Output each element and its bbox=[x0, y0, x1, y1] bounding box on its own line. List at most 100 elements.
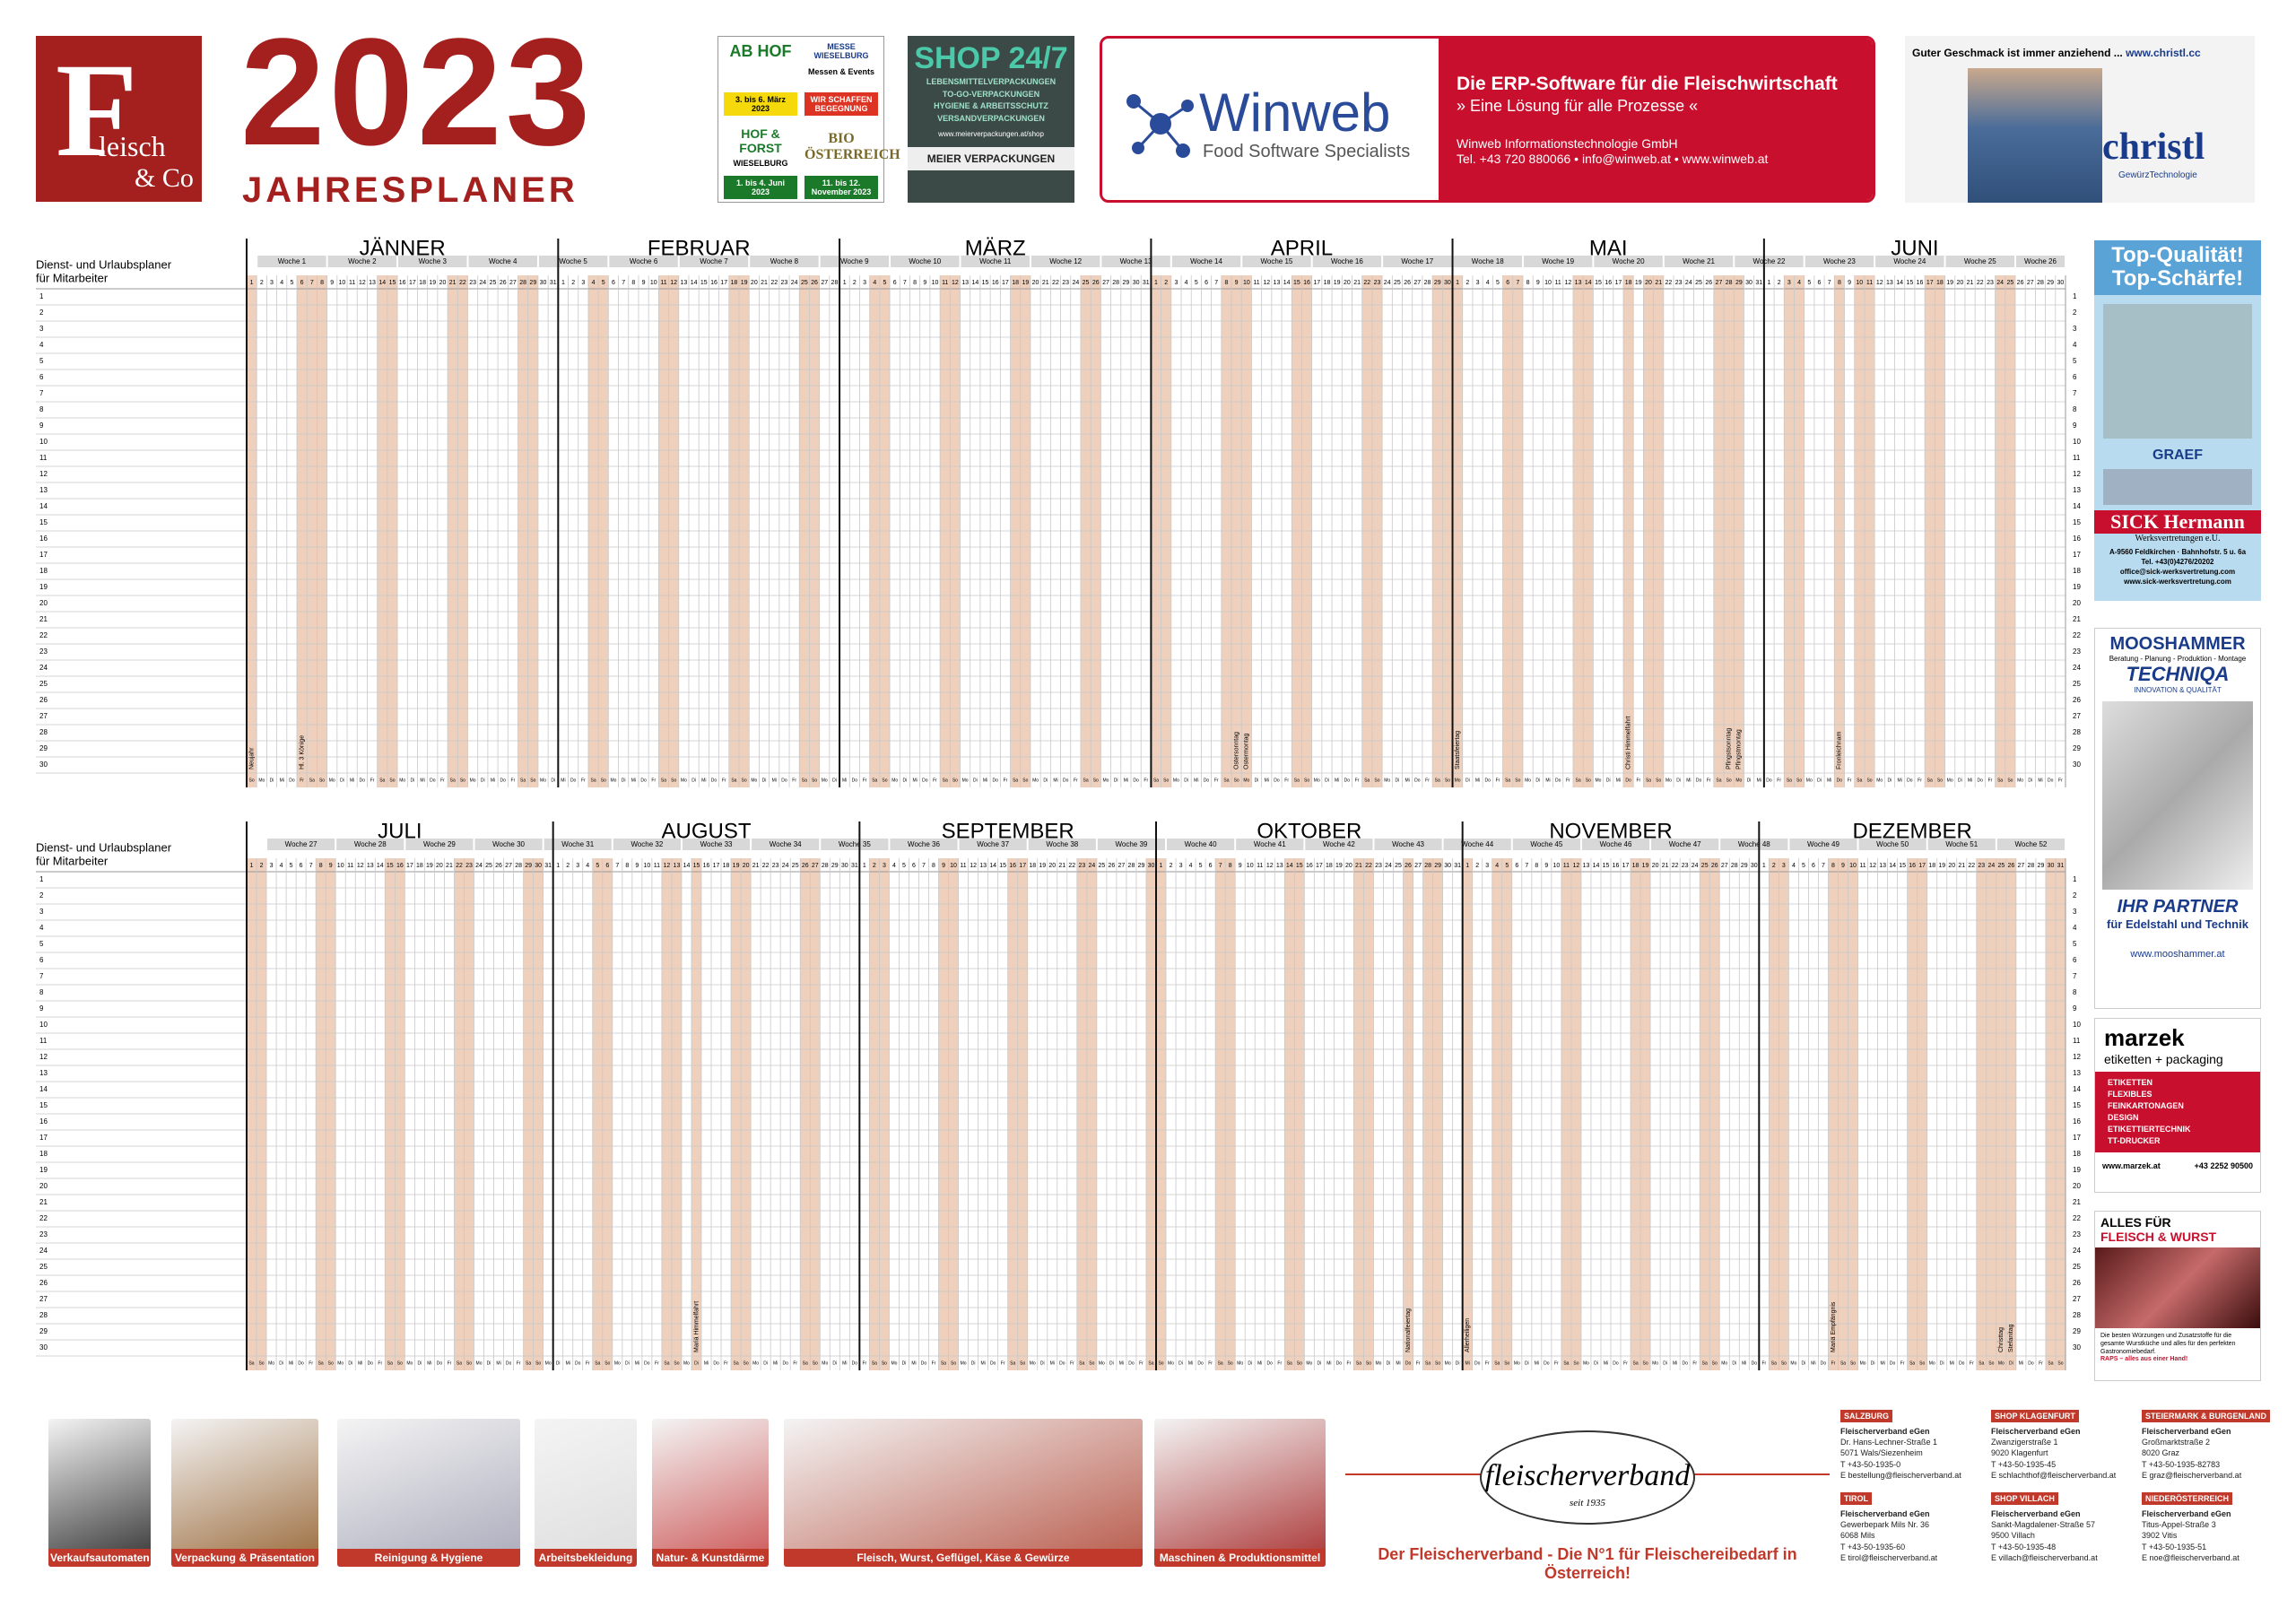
week-label: Woche 36 bbox=[908, 840, 940, 848]
row-label: Dienst- und Urlaubsplaner bbox=[36, 257, 172, 271]
slogan: Guter Geschmack ist immer anziehend ... bbox=[1912, 47, 2123, 59]
day-number: 6 bbox=[1506, 280, 1509, 286]
row-label: für Mitarbeiter bbox=[36, 271, 109, 284]
day-number: 22 bbox=[456, 863, 463, 869]
row-label: für Mitarbeiter bbox=[36, 854, 109, 867]
week-cell bbox=[959, 839, 1027, 850]
day-number: 15 bbox=[700, 280, 708, 286]
weekend-column bbox=[385, 858, 396, 1370]
weekday: Do bbox=[644, 1360, 650, 1366]
weekday: So bbox=[258, 1360, 264, 1366]
weekday: Fr bbox=[1554, 1360, 1559, 1366]
day-number: 29 bbox=[1434, 280, 1441, 286]
weekday: Di bbox=[556, 1360, 561, 1366]
day-number: 30 bbox=[1133, 280, 1140, 286]
weekday: Di bbox=[1802, 1360, 1806, 1366]
contact-line: Fleischerverband eGen bbox=[1840, 1427, 1930, 1437]
weekday: Mo bbox=[1455, 778, 1461, 783]
day-number: 21 bbox=[761, 280, 768, 286]
weekday: Di bbox=[625, 1360, 630, 1366]
day-number: 17 bbox=[1918, 863, 1926, 869]
week-label: Woche 25 bbox=[1964, 257, 1996, 265]
day-number: 12 bbox=[1266, 863, 1274, 869]
contact-line: T +43-50-1935-60 bbox=[1840, 1542, 1906, 1552]
weekday: Mi bbox=[1475, 778, 1480, 783]
row-number: 18 bbox=[39, 567, 48, 575]
subtitle: JAHRESPLANER bbox=[242, 170, 578, 210]
day-number: 3 bbox=[1787, 280, 1791, 286]
day-number: 9 bbox=[1841, 863, 1845, 869]
weekday: Fr bbox=[1636, 778, 1640, 783]
list-item: ETIKETTIERTECHNIK bbox=[2108, 1125, 2191, 1134]
day-number: 20 bbox=[439, 280, 447, 286]
contact-line: Fleischerverband eGen bbox=[1840, 1509, 1930, 1519]
day-number: 3 bbox=[1485, 863, 1489, 869]
weekday: Do bbox=[1133, 778, 1139, 783]
row-number: 29 bbox=[39, 744, 48, 752]
weekend-column bbox=[1917, 858, 1927, 1370]
product-tile: Fleisch, Wurst, Geflügel, Käse & Gewürze bbox=[784, 1419, 1143, 1567]
list-item: www.sick-werksvertretung.com bbox=[2124, 578, 2231, 587]
day-number: 2 bbox=[1164, 280, 1168, 286]
weekday: Mi bbox=[1396, 1360, 1400, 1366]
weekday: Do bbox=[368, 1360, 374, 1366]
weekday: Do bbox=[1059, 1360, 1065, 1366]
weekday: Sa bbox=[664, 1360, 669, 1366]
weekend-column bbox=[869, 858, 880, 1370]
day-number: 19 bbox=[1039, 863, 1046, 869]
week-cell bbox=[1720, 839, 1788, 850]
day-number: 26 bbox=[1109, 863, 1116, 869]
row-number: 9 bbox=[2073, 422, 2077, 430]
row-number: 13 bbox=[2073, 1069, 2081, 1077]
weekend-column bbox=[1292, 275, 1302, 787]
christl-url: www.christl.cc bbox=[2126, 47, 2201, 59]
day-number: 3 bbox=[1476, 280, 1480, 286]
weekday: Mi bbox=[980, 1360, 985, 1366]
week-label: Woche 2 bbox=[348, 257, 377, 265]
weekday: Sa bbox=[1148, 1360, 1153, 1366]
day-number: 27 bbox=[1102, 280, 1109, 286]
day-number: 10 bbox=[1247, 863, 1254, 869]
day-number: 28 bbox=[519, 280, 526, 286]
day-number: 20 bbox=[436, 863, 443, 869]
holiday-label: Nationalfeiertag bbox=[1405, 1308, 1412, 1352]
contact-block: SALZBURG Fleischerverband eGen Dr. Hans-Le… bbox=[1840, 1410, 1984, 1481]
row-number: 15 bbox=[39, 1101, 48, 1109]
day-number: 7 bbox=[310, 280, 314, 286]
day-number: 4 bbox=[1797, 280, 1801, 286]
weekday: Do bbox=[575, 1360, 581, 1366]
weekday: Di bbox=[832, 778, 837, 783]
weekday: So bbox=[1022, 778, 1028, 783]
day-number: 14 bbox=[989, 863, 996, 869]
day-number: 2 bbox=[1465, 280, 1469, 286]
day-number: 22 bbox=[1672, 863, 1679, 869]
weekend-column bbox=[1631, 858, 1641, 1370]
row-number: 19 bbox=[39, 583, 48, 591]
sick-brand: SICK Hermann bbox=[2094, 509, 2261, 534]
row-number: 24 bbox=[39, 664, 48, 672]
contact-line: E bestellung@fleischerverband.at bbox=[1840, 1470, 1961, 1480]
day-number: 24 bbox=[475, 863, 483, 869]
day-number: 29 bbox=[529, 280, 536, 286]
weekday: Di bbox=[763, 1360, 768, 1366]
day-number: 11 bbox=[349, 280, 355, 286]
row-number: 11 bbox=[39, 454, 48, 462]
weekday: Fr bbox=[440, 778, 445, 783]
row-number: 20 bbox=[39, 1182, 48, 1190]
weekday: Mi bbox=[1119, 1360, 1124, 1366]
row-number: 25 bbox=[39, 680, 48, 688]
week-label: Woche 8 bbox=[770, 257, 799, 265]
weekday: So bbox=[1850, 1360, 1856, 1366]
weekend-column bbox=[940, 275, 951, 787]
shop-items: LEBENSMITTELVERPACKUNGEN TO-GO-VERPACKUNG… bbox=[908, 76, 1074, 125]
weekday: Di bbox=[481, 778, 485, 783]
week-cell bbox=[679, 256, 749, 267]
day-number: 12 bbox=[359, 280, 366, 286]
weekday: Mi bbox=[1405, 778, 1409, 783]
row-number: 2 bbox=[2073, 309, 2077, 317]
weekday: Mo bbox=[1032, 778, 1039, 783]
weekday: Do bbox=[640, 778, 647, 783]
week-cell bbox=[1875, 256, 1944, 267]
row-number: 27 bbox=[2073, 712, 2081, 720]
weekday: Do bbox=[1274, 778, 1280, 783]
